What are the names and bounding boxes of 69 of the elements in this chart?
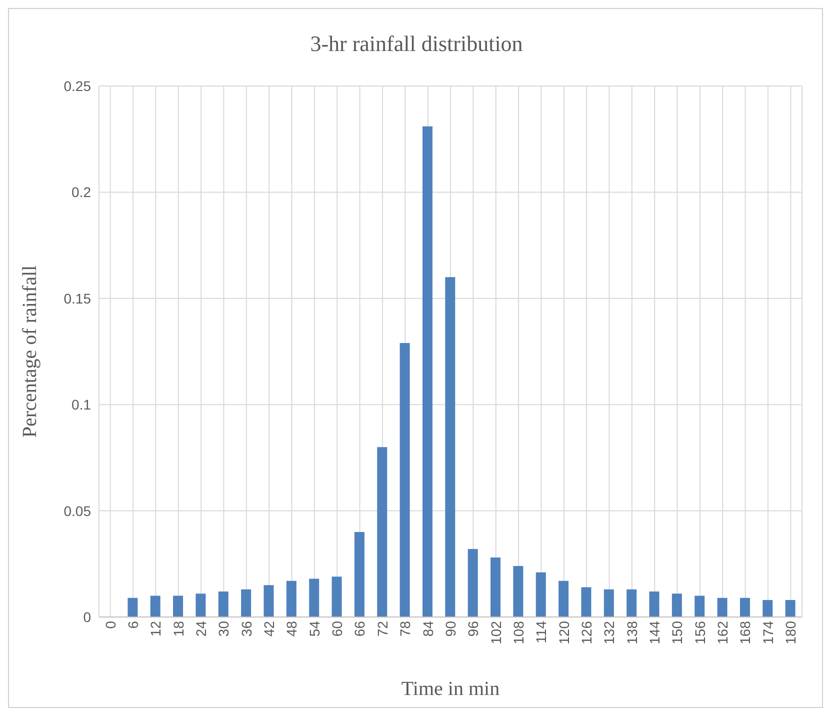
bar (513, 566, 524, 617)
bar (128, 598, 138, 617)
bar (536, 572, 546, 617)
bar (264, 585, 274, 617)
bar (604, 589, 614, 617)
x-axis-title: Time in min (401, 678, 500, 700)
x-tick-label: 102 (488, 620, 504, 644)
x-tick-label: 0 (102, 620, 118, 629)
bar (694, 596, 705, 617)
x-tick-label: 138 (624, 620, 640, 644)
x-tick-label: 48 (284, 620, 300, 637)
bar (196, 594, 206, 617)
y-tick-label: 0.05 (64, 502, 92, 519)
x-tick-label: 12 (148, 620, 164, 637)
bar (422, 126, 432, 617)
bar (672, 594, 682, 617)
bar (762, 600, 773, 617)
y-tick-label: 0.15 (64, 290, 92, 306)
x-tick-label: 144 (646, 620, 663, 644)
x-tick-label: 42 (261, 620, 278, 637)
bar (740, 598, 750, 617)
bar (717, 598, 728, 617)
x-tick-label: 60 (329, 620, 346, 637)
x-tick-label: 66 (352, 620, 368, 637)
bar (241, 589, 252, 617)
x-tick-label: 120 (556, 620, 572, 644)
bar (218, 592, 228, 617)
bar (332, 576, 342, 617)
x-tick-label: 6 (124, 620, 141, 629)
bar (309, 578, 320, 617)
x-tick-label: 36 (238, 620, 254, 637)
x-tick-label: 168 (737, 620, 754, 644)
x-tick-label: 72 (374, 620, 390, 637)
bar (468, 549, 478, 617)
x-tick-label: 150 (669, 620, 686, 644)
y-axis-title: Percentage of rainfall (19, 265, 42, 438)
bar (377, 447, 388, 617)
x-tick-label: 156 (692, 620, 708, 644)
bar (626, 589, 637, 617)
x-tick-label: 114 (533, 620, 550, 644)
y-tick-label: 0.25 (64, 78, 92, 94)
x-tick-label: 126 (578, 620, 595, 644)
x-tick-label: 132 (601, 620, 618, 644)
x-tick-label: 84 (420, 620, 436, 637)
bar (649, 592, 660, 617)
bar (785, 600, 796, 617)
x-tick-label: 54 (306, 620, 322, 637)
bar (445, 277, 456, 617)
bar (354, 532, 364, 617)
x-tick-label: 18 (170, 620, 186, 637)
x-tick-label: 180 (782, 620, 799, 644)
x-tick-label: 90 (442, 620, 458, 637)
x-tick-label: 96 (465, 620, 482, 637)
y-tick-label: 0.1 (72, 396, 92, 413)
bar (286, 580, 296, 617)
x-tick-label: 30 (216, 620, 232, 637)
x-tick-label: 24 (192, 620, 209, 637)
bar (173, 596, 184, 617)
x-tick-label: 78 (397, 620, 414, 637)
bar (490, 558, 501, 617)
x-tick-label: 162 (714, 620, 731, 644)
bar (150, 596, 160, 617)
bar (400, 343, 410, 617)
bar (558, 580, 569, 617)
x-tick-label: 108 (510, 620, 526, 644)
chart-title: 3-hr rainfall distribution (309, 31, 524, 57)
x-tick-label: 174 (760, 620, 776, 644)
bar (581, 587, 592, 617)
y-tick-label: 0.2 (72, 184, 92, 200)
